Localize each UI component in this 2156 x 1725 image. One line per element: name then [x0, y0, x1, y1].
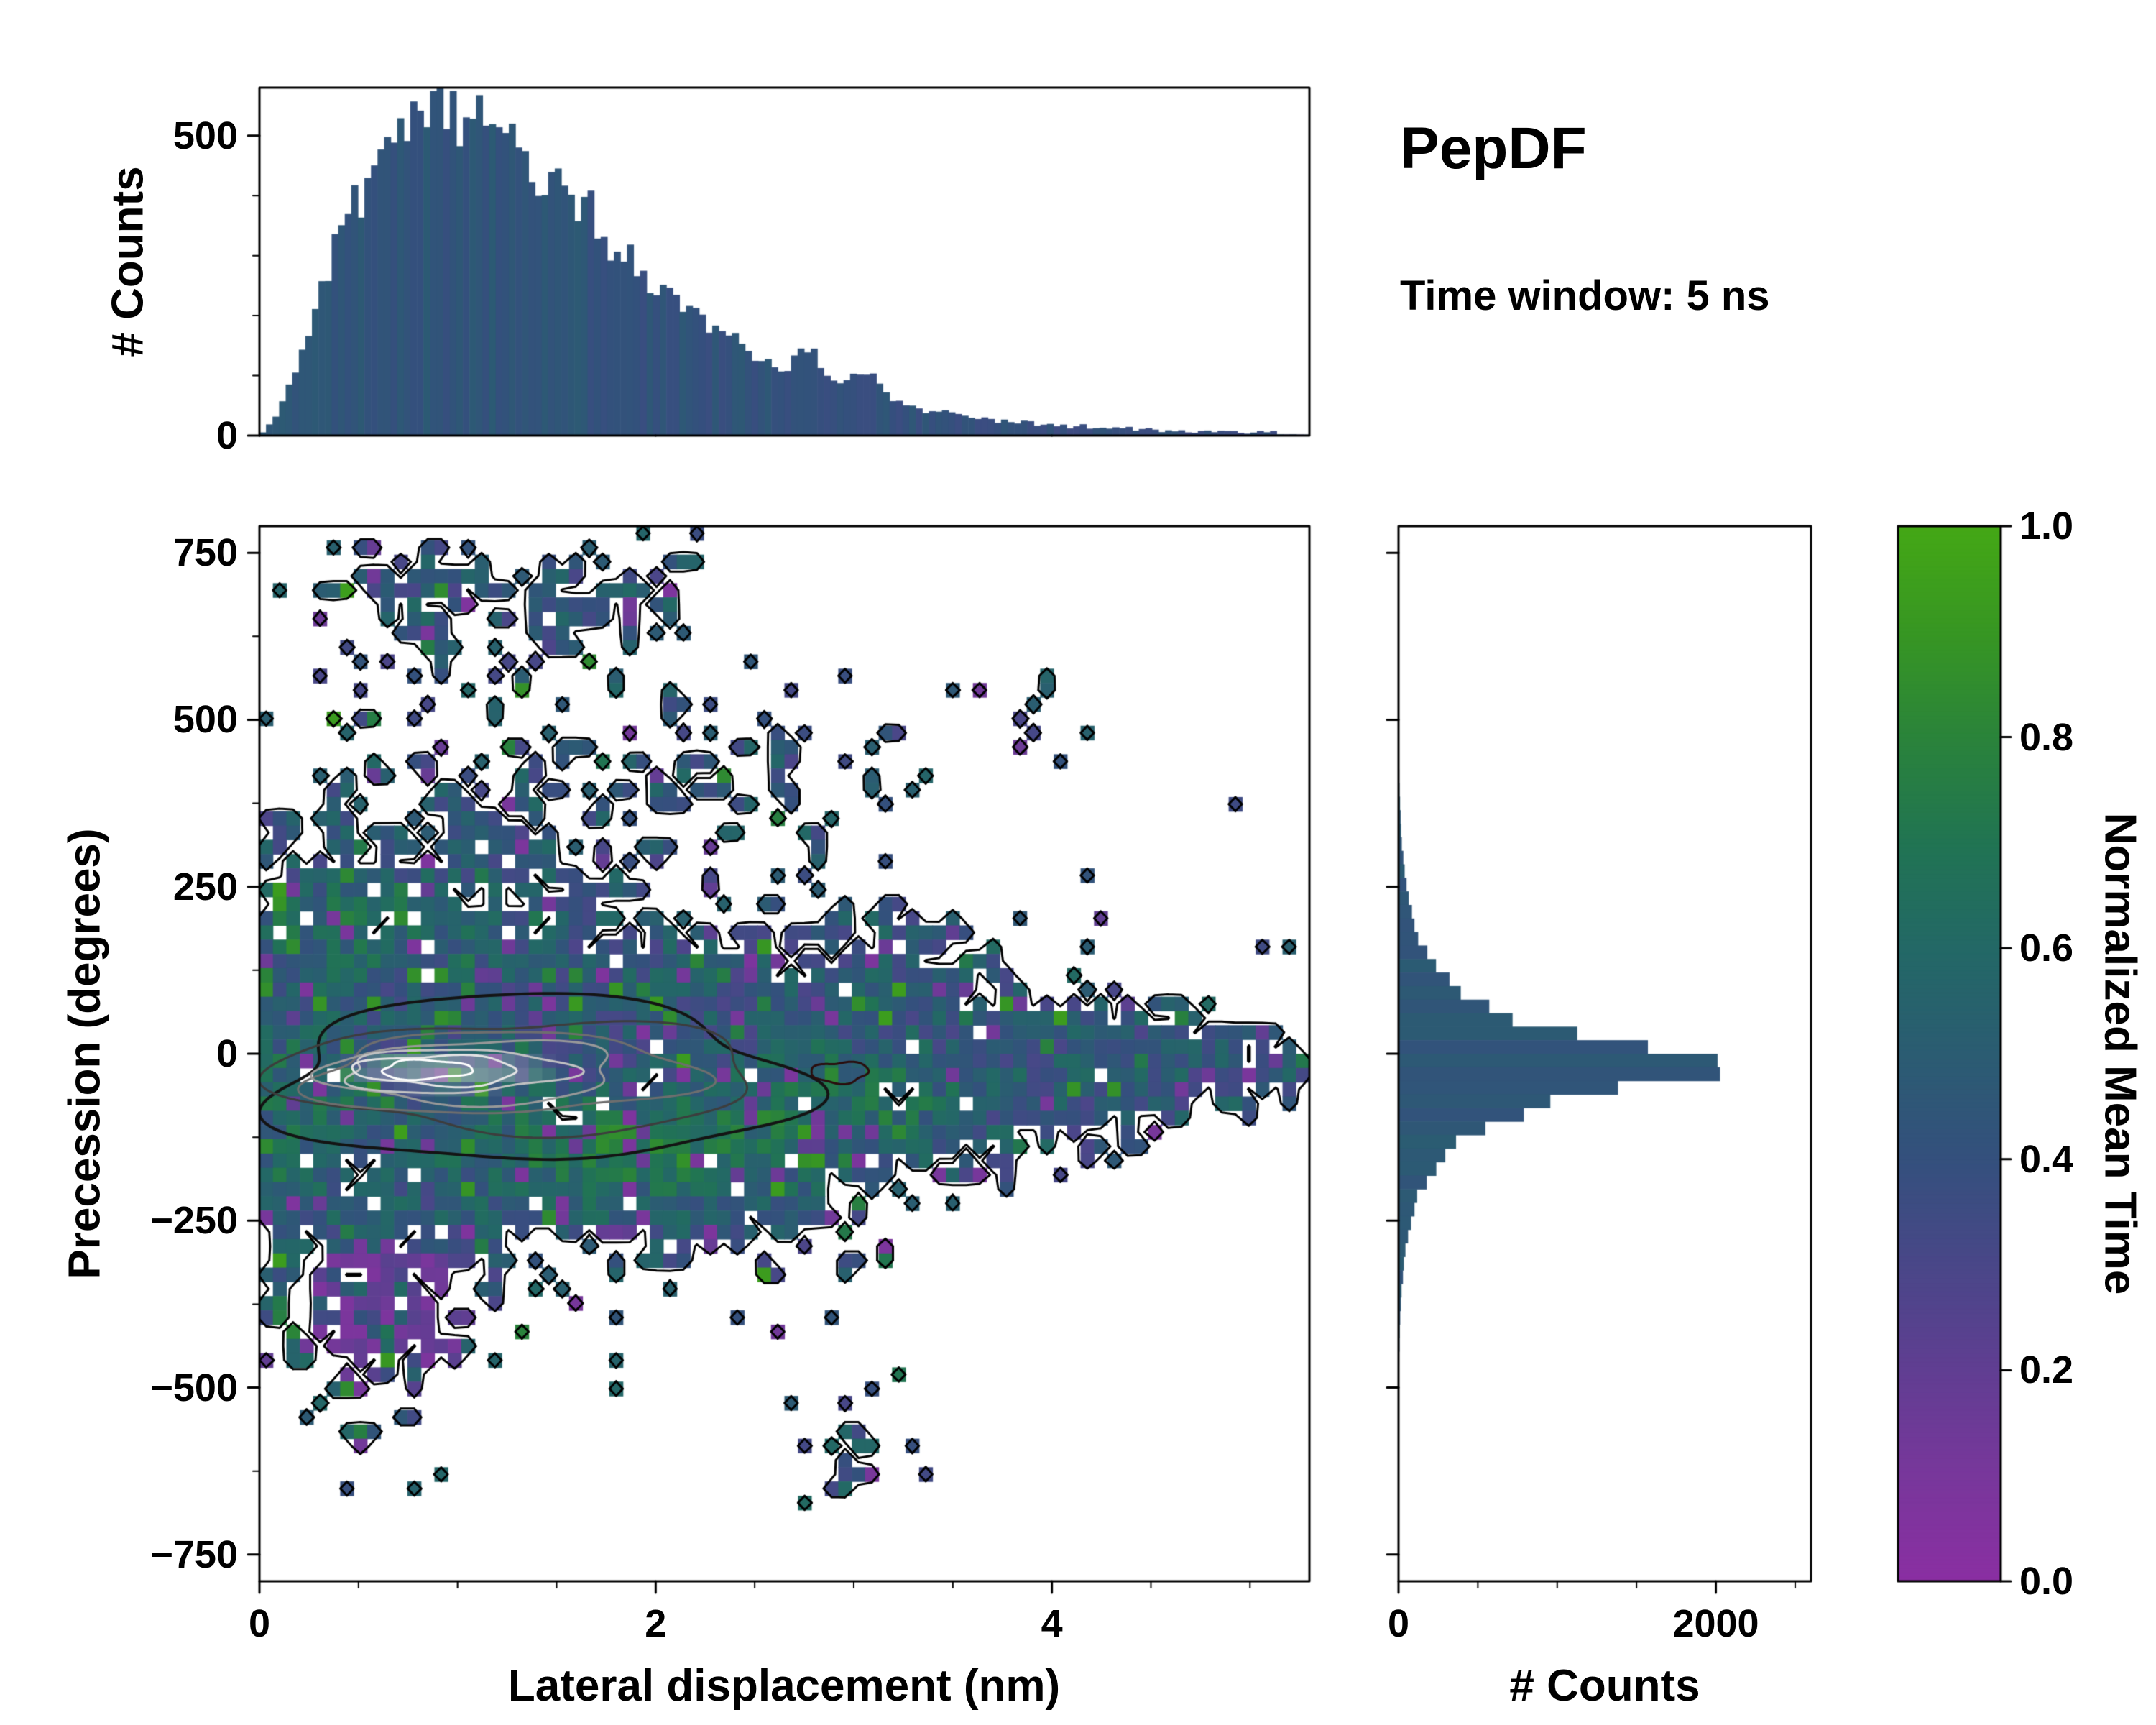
top-hist-y-tick-0: 0: [216, 414, 238, 457]
main-y-tick-0: 750: [172, 531, 238, 575]
plot-subtitle: Time window: 5 ns: [1400, 272, 1770, 319]
main-x-axis-label: Lateral displacement (nm): [507, 1661, 1061, 1711]
colorbar-tick-1: 0.8: [2019, 715, 2074, 759]
main-y-tick-2: 250: [172, 865, 238, 908]
main-x-tick-1: 2: [645, 1602, 667, 1645]
colorbar-tick-3: 0.4: [2019, 1137, 2074, 1181]
top-hist-y-axis-label: # Counts: [103, 166, 153, 357]
main-y-tick-1: 500: [172, 698, 238, 742]
main-x-tick-0: 0: [248, 1602, 271, 1645]
colorbar-label: Normalized Mean Time: [2095, 812, 2145, 1295]
right-hist-x-tick-0: 0: [1387, 1602, 1410, 1645]
right-hist-x-tick-1: 2000: [1672, 1602, 1759, 1645]
plot-title: PepDF: [1400, 116, 1587, 181]
main-y-tick-3: 0: [216, 1032, 238, 1075]
colorbar-tick-2: 0.6: [2019, 926, 2074, 970]
main-y-tick-5: −500: [150, 1366, 238, 1409]
main-x-tick-2: 4: [1041, 1602, 1063, 1645]
main-y-axis-label: Precession (degrees): [60, 828, 110, 1279]
right-hist-x-axis-label: # Counts: [1509, 1661, 1700, 1711]
main-y-tick-4: −250: [150, 1199, 238, 1243]
colorbar-tick-5: 0.0: [2019, 1560, 2074, 1603]
colorbar-tick-0: 1.0: [2019, 505, 2074, 548]
top-hist-y-tick-1: 500: [172, 114, 238, 157]
colorbar-tick-4: 0.2: [2019, 1348, 2074, 1392]
main-y-tick-6: −750: [150, 1532, 238, 1576]
